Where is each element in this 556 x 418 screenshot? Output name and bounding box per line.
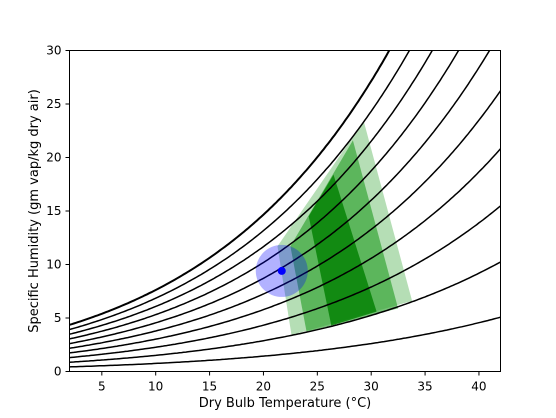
x-axis-ticks: 5 10 15 20 25 30 35 40 xyxy=(98,371,487,394)
rh-curve-50 xyxy=(69,90,501,350)
rh-curve-20 xyxy=(69,261,501,363)
y-axis-ticks: 0 5 10 15 20 25 30 xyxy=(46,44,70,379)
x-tick-label: 10 xyxy=(148,380,163,394)
rh-curve-40 xyxy=(69,148,501,354)
y-tick-label: 25 xyxy=(46,97,61,111)
rh-curve-70 xyxy=(69,50,460,340)
x-axis-label: Dry Bulb Temperature (°C) xyxy=(199,396,372,411)
x-tick-label: 40 xyxy=(471,380,486,394)
y-tick-label: 30 xyxy=(46,44,61,58)
rh-curve-100 xyxy=(69,50,391,326)
x-tick-label: 30 xyxy=(364,380,379,394)
rh-curve-30 xyxy=(69,205,501,359)
y-tick-label: 0 xyxy=(54,365,62,379)
x-tick-label: 25 xyxy=(310,380,325,394)
relative-humidity-curves xyxy=(69,50,501,368)
rh-curve-60 xyxy=(69,50,491,345)
y-axis-label: Specific Humidity (gm vap/kg dry air) xyxy=(27,89,42,333)
rh-curve-10 xyxy=(69,316,501,368)
rh-curve-80 xyxy=(69,50,434,335)
condition-point xyxy=(277,266,286,275)
x-tick-label: 35 xyxy=(417,380,432,394)
y-tick-label: 15 xyxy=(46,204,61,218)
y-tick-label: 20 xyxy=(46,151,61,165)
x-tick-label: 20 xyxy=(256,380,271,394)
x-tick-label: 5 xyxy=(98,380,106,394)
y-tick-label: 5 xyxy=(54,311,62,325)
comfort-zones xyxy=(277,121,413,336)
rh-curve-90 xyxy=(69,50,411,331)
y-tick-label: 10 xyxy=(46,258,61,272)
x-tick-label: 15 xyxy=(202,380,217,394)
condition-marker-group xyxy=(255,244,308,297)
